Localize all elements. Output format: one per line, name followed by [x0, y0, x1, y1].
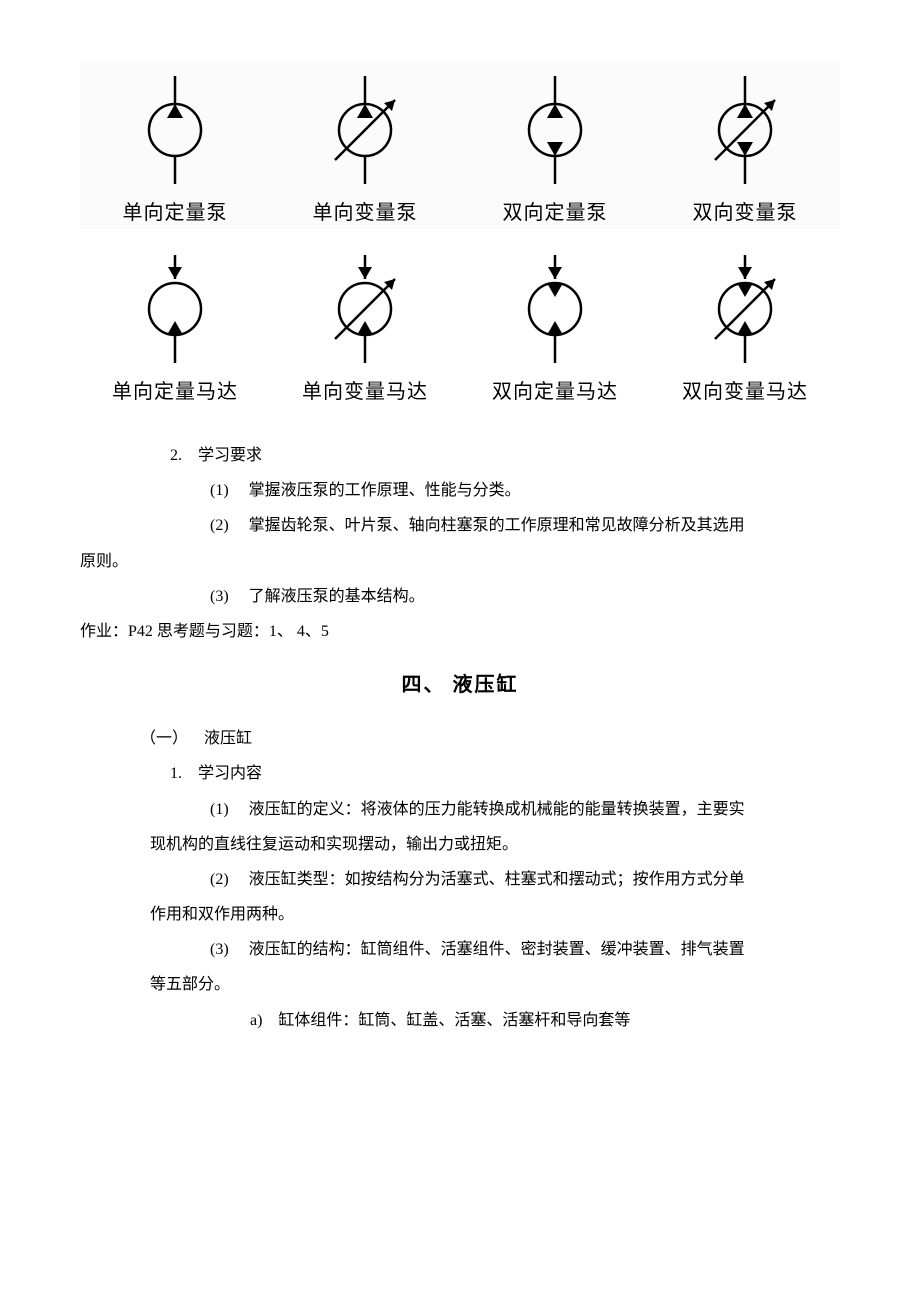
requirement-item: (1) 掌握液压泵的工作原理、性能与分类。: [80, 473, 840, 508]
pump-icon: [115, 70, 235, 190]
symbol-label: 单向变量马达: [302, 375, 428, 404]
subsection-heading: （一） 液压缸: [80, 721, 840, 756]
symbol-label: 双向变量泵: [693, 196, 798, 225]
symbol-bidir-fixed-pump: 双向定量泵: [465, 70, 645, 225]
symbol-label: 双向定量马达: [492, 375, 618, 404]
requirements-title: 2. 学习要求: [80, 438, 840, 473]
section-heading: 四、 液压缸: [80, 663, 840, 707]
symbol-unidir-fixed-pump: 单向定量泵: [85, 70, 265, 225]
motor-symbol-row: 单向定量马达 单向变量马达 双向定量马达: [80, 239, 840, 408]
motor-icon: [495, 249, 615, 369]
symbol-label: 单向定量马达: [112, 375, 238, 404]
symbol-unidir-variable-motor: 单向变量马达: [275, 249, 455, 404]
motor-icon: [305, 249, 425, 369]
symbol-label: 双向变量马达: [682, 375, 808, 404]
content-item-cont: 等五部分。: [80, 967, 840, 1002]
pump-icon: [305, 70, 425, 190]
requirement-item-cont: 原则。: [80, 544, 840, 579]
symbol-unidir-variable-pump: 单向变量泵: [275, 70, 455, 225]
study-content-title: 1. 学习内容: [80, 756, 840, 791]
symbol-unidir-fixed-motor: 单向定量马达: [85, 249, 265, 404]
symbol-bidir-variable-pump: 双向变量泵: [655, 70, 835, 225]
symbol-bidir-fixed-motor: 双向定量马达: [465, 249, 645, 404]
content-item: (3) 液压缸的结构：缸筒组件、活塞组件、密封装置、缓冲装置、排气装置: [80, 932, 840, 967]
content-item-cont: 作用和双作用两种。: [80, 897, 840, 932]
content-item: (1) 液压缸的定义：将液体的压力能转换成机械能的能量转换装置，主要实: [80, 792, 840, 827]
motor-icon: [115, 249, 235, 369]
pump-icon: [685, 70, 805, 190]
homework-text: 作业：P42 思考题与习题：1、 4、5: [80, 614, 840, 649]
content-item-cont: 现机构的直线往复运动和实现摆动，输出力或扭矩。: [80, 827, 840, 862]
symbol-label: 双向定量泵: [503, 196, 608, 225]
symbol-bidir-variable-motor: 双向变量马达: [655, 249, 835, 404]
symbol-label: 单向定量泵: [123, 196, 228, 225]
pump-symbol-row: 单向定量泵 单向变量泵 双向定量泵: [80, 60, 840, 229]
content-item: (2) 液压缸类型：如按结构分为活塞式、柱塞式和摆动式；按作用方式分单: [80, 862, 840, 897]
pump-icon: [495, 70, 615, 190]
requirement-item: (2) 掌握齿轮泵、叶片泵、轴向柱塞泵的工作原理和常见故障分析及其选用: [80, 508, 840, 543]
requirement-item: (3) 了解液压泵的基本结构。: [80, 579, 840, 614]
document-body: 2. 学习要求 (1) 掌握液压泵的工作原理、性能与分类。 (2) 掌握齿轮泵、…: [80, 438, 840, 1038]
content-subitem: a) 缸体组件：缸筒、缸盖、活塞、活塞杆和导向套等: [80, 1003, 840, 1038]
symbol-label: 单向变量泵: [313, 196, 418, 225]
motor-icon: [685, 249, 805, 369]
